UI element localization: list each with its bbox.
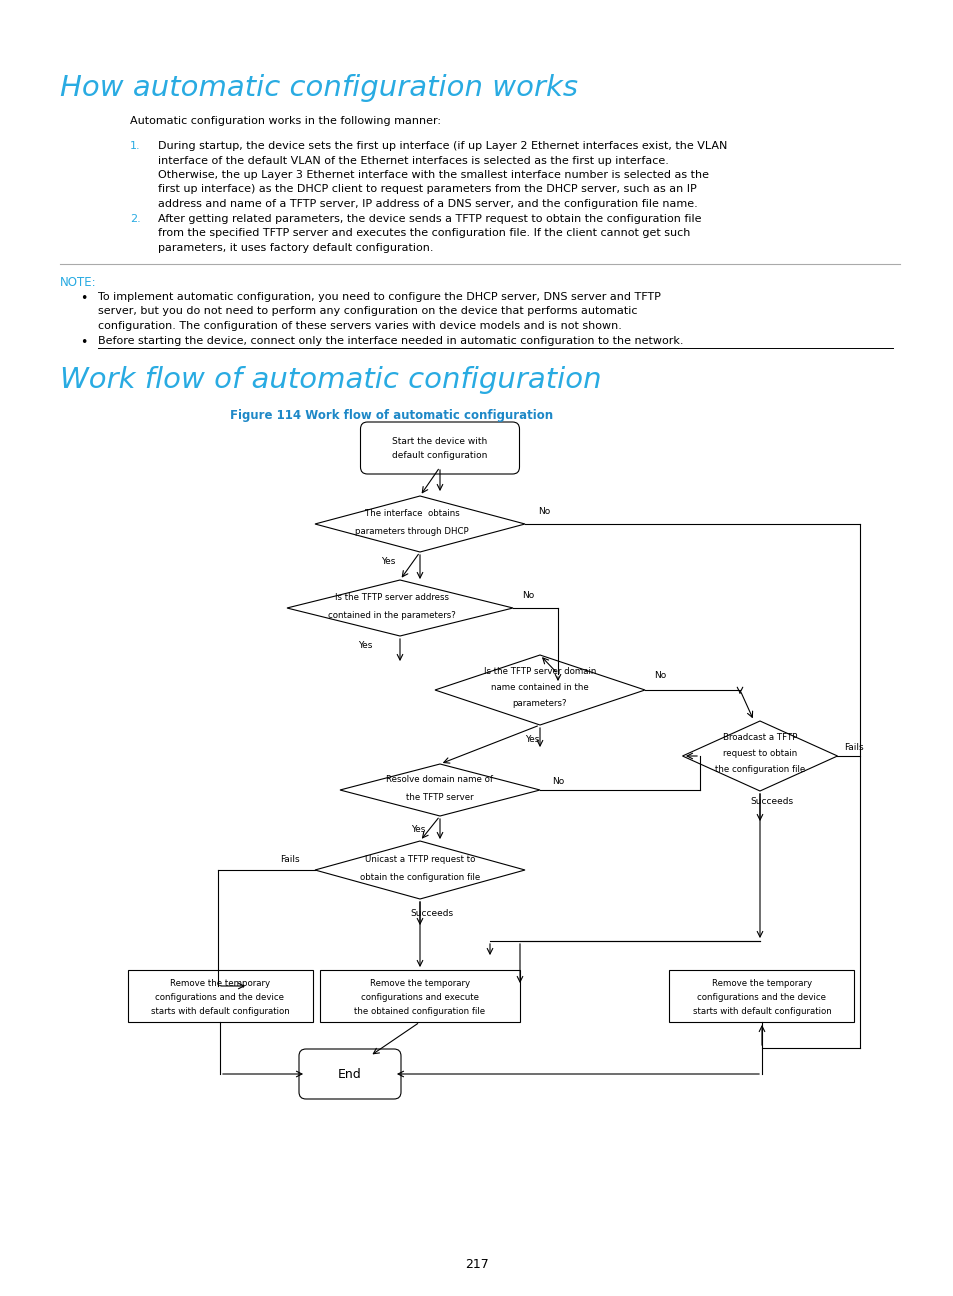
Text: the configuration file: the configuration file [714,766,804,775]
Text: configurations and execute: configurations and execute [360,993,478,1002]
Text: After getting related parameters, the device sends a TFTP request to obtain the : After getting related parameters, the de… [158,214,700,224]
Text: configuration. The configuration of these servers varies with device models and : configuration. The configuration of thes… [98,321,621,330]
Text: Fails: Fails [280,855,299,864]
Polygon shape [314,496,524,552]
Text: the TFTP server: the TFTP server [406,793,474,802]
Text: Broadcast a TFTP: Broadcast a TFTP [722,734,797,743]
Text: Yes: Yes [524,736,538,744]
Text: Remove the temporary: Remove the temporary [170,978,270,988]
Text: Is the TFTP server address: Is the TFTP server address [335,594,449,603]
Text: the obtained configuration file: the obtained configuration file [355,1007,485,1016]
Text: Remove the temporary: Remove the temporary [370,978,470,988]
Bar [128,969,313,1023]
Polygon shape [314,841,524,899]
Polygon shape [287,581,513,636]
Text: Yes: Yes [357,642,372,651]
Text: During startup, the device sets the first up interface (if up Layer 2 Ethernet i: During startup, the device sets the firs… [158,141,726,152]
Text: To implement automatic configuration, you need to configure the DHCP server, DNS: To implement automatic configuration, yo… [98,292,660,302]
Polygon shape [339,765,539,816]
Text: End: End [337,1068,361,1081]
Polygon shape [681,721,837,791]
Text: No: No [654,671,665,680]
Text: No: No [521,591,534,600]
Text: Start the device with: Start the device with [392,437,487,446]
Text: default configuration: default configuration [392,451,487,460]
Text: Succeeds: Succeeds [410,910,453,919]
Text: parameters, it uses factory default configuration.: parameters, it uses factory default conf… [158,244,433,253]
Text: starts with default configuration: starts with default configuration [151,1007,289,1016]
Text: address and name of a TFTP server, IP address of a DNS server, and the configura: address and name of a TFTP server, IP ad… [158,200,697,209]
Text: NOTE:: NOTE: [60,276,96,289]
Text: configurations and the device: configurations and the device [155,993,284,1002]
Text: Otherwise, the up Layer 3 Ethernet interface with the smallest interface number : Otherwise, the up Layer 3 Ethernet inter… [158,170,708,180]
Text: obtain the configuration file: obtain the configuration file [359,874,479,883]
Text: No: No [537,508,550,517]
Text: interface of the default VLAN of the Ethernet interfaces is selected as the firs: interface of the default VLAN of the Eth… [158,156,668,166]
Text: 2.: 2. [130,214,141,224]
Text: Unicast a TFTP request to: Unicast a TFTP request to [364,855,475,864]
FancyBboxPatch shape [298,1048,400,1099]
Text: •: • [80,336,88,349]
Text: Automatic configuration works in the following manner:: Automatic configuration works in the fol… [130,117,440,126]
Text: Yes: Yes [411,826,425,835]
Text: Is the TFTP server domain: Is the TFTP server domain [483,667,596,677]
Text: The interface  obtains: The interface obtains [364,509,459,518]
Text: 1.: 1. [130,141,140,152]
Text: Before starting the device, connect only the interface needed in automatic confi: Before starting the device, connect only… [98,336,682,346]
Polygon shape [435,654,644,724]
Bar [669,969,854,1023]
Text: parameters through DHCP: parameters through DHCP [355,527,468,537]
Text: Figure 114 Work flow of automatic configuration: Figure 114 Work flow of automatic config… [230,410,553,422]
Text: Resolve domain name of: Resolve domain name of [386,775,493,784]
Text: 217: 217 [465,1257,488,1270]
Bar [319,969,519,1023]
Text: Remove the temporary: Remove the temporary [711,978,811,988]
Text: contained in the parameters?: contained in the parameters? [328,612,456,621]
Text: Succeeds: Succeeds [750,797,793,806]
Text: first up interface) as the DHCP client to request parameters from the DHCP serve: first up interface) as the DHCP client t… [158,184,696,194]
Text: request to obtain: request to obtain [722,749,797,758]
Text: No: No [552,778,563,787]
Text: from the specified TFTP server and executes the configuration file. If the clien: from the specified TFTP server and execu… [158,228,690,238]
Text: How automatic configuration works: How automatic configuration works [60,74,578,102]
Text: parameters?: parameters? [512,700,567,709]
Text: server, but you do not need to perform any configuration on the device that perf: server, but you do not need to perform a… [98,306,637,316]
Text: name contained in the: name contained in the [491,683,588,692]
Text: configurations and the device: configurations and the device [697,993,825,1002]
Text: •: • [80,292,88,305]
Text: Fails: Fails [843,744,862,753]
Text: Yes: Yes [380,557,395,566]
FancyBboxPatch shape [360,422,519,474]
Text: Work flow of automatic configuration: Work flow of automatic configuration [60,365,601,394]
Text: starts with default configuration: starts with default configuration [692,1007,830,1016]
